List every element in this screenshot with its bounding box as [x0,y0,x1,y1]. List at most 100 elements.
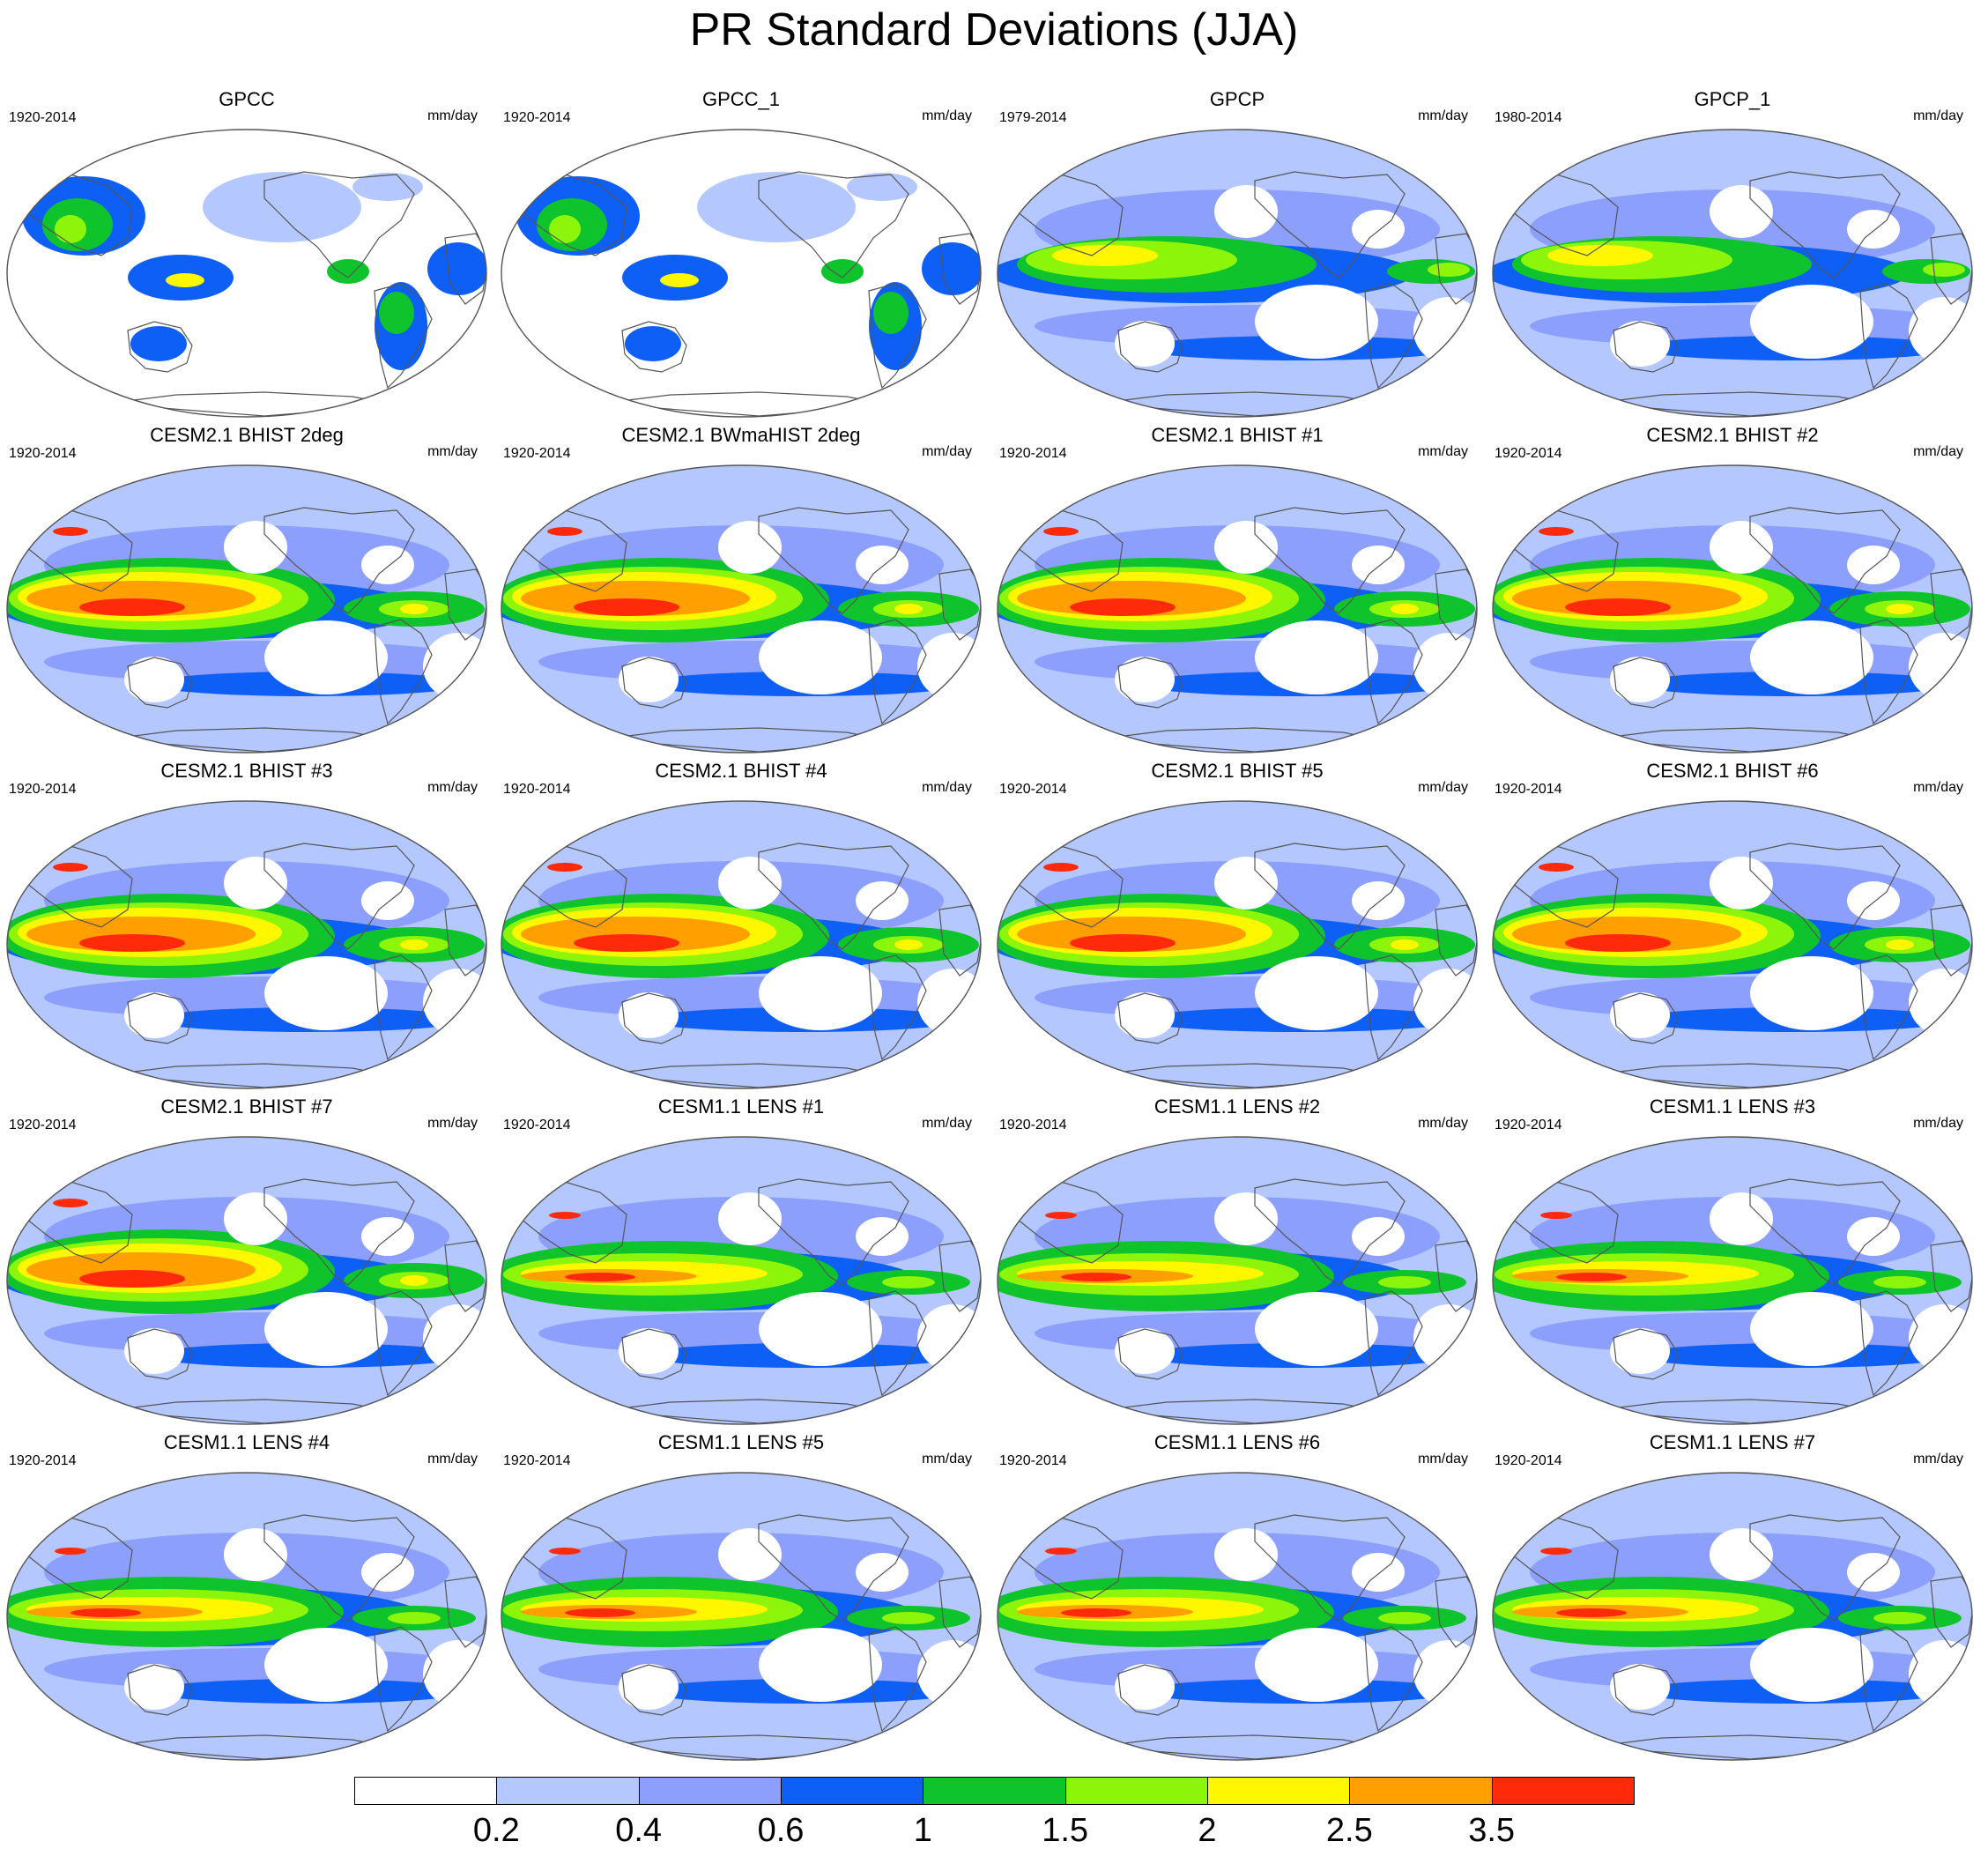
map-outline [6,464,487,754]
map-outline [1492,1136,1973,1425]
contour-field [998,130,1477,417]
map-figure [6,1472,487,1761]
panel-period: 1920-2014 [999,1118,1067,1132]
map-figure [1492,1136,1973,1425]
contour-field [1493,465,1972,753]
panel-period: 1920-2014 [1495,446,1562,461]
map-panel: CESM2.1 BHIST #7 1920-2014 mm/day [0,1095,493,1430]
panel-period: 1980-2014 [1495,110,1562,125]
contour-field [1493,130,1972,417]
colorbar-label: 2.5 [1325,1812,1373,1849]
panel-units: mm/day [1418,780,1468,795]
map-panel: CESM1.1 LENS #4 1920-2014 mm/day [0,1431,493,1766]
colorbar-label: 0.6 [757,1812,805,1849]
colorbar-box [1064,1777,1208,1805]
contour-field [501,130,981,417]
panel-title: CESM1.1 LENS #4 [163,1431,330,1453]
panel-units: mm/day [922,780,972,795]
contour-field [501,1137,981,1424]
panel-title: CESM2.1 BWmaHIST 2deg [621,424,861,446]
map-outline [6,1472,487,1761]
map-outline [1492,464,1973,754]
colorbar-box [638,1777,782,1805]
panel-title: GPCP_1 [1694,88,1771,110]
panel-units: mm/day [1913,444,1963,459]
colorbar [354,1777,1635,1807]
panel-period: 1920-2014 [503,782,571,797]
map-panel: CESM1.1 LENS #1 1920-2014 mm/day [494,1095,988,1430]
map-outline [997,129,1478,418]
map-figure [501,800,982,1089]
panel-units: mm/day [1913,1116,1963,1131]
panel-period: 1920-2014 [9,1118,77,1132]
map-outline [501,464,982,754]
map-figure [501,1136,982,1425]
map-panel: CESM2.1 BHIST #4 1920-2014 mm/day [494,760,988,1095]
map-figure [501,129,982,418]
panel-units: mm/day [922,1116,972,1131]
colorbar-label: 0.4 [615,1812,663,1849]
map-figure [997,129,1478,418]
contour-field [501,801,981,1088]
panel-title: GPCC_1 [701,88,781,110]
contour-field [998,1473,1477,1760]
map-figure [6,129,487,418]
panel-units: mm/day [427,444,478,459]
map-panel: CESM2.1 BHIST #5 1920-2014 mm/day [990,760,1484,1095]
map-panel: CESM2.1 BHIST #2 1920-2014 mm/day [1486,424,1979,759]
panel-period: 1920-2014 [999,446,1067,461]
panel-title: GPCC [219,88,275,110]
panel-period: 1920-2014 [9,782,77,797]
panel-title: CESM1.1 LENS #6 [1153,1431,1321,1453]
contour-field [1493,801,1972,1088]
colorbar-label: 3.5 [1468,1812,1516,1849]
panel-title: CESM1.1 LENS #5 [657,1431,825,1453]
colorbar-label: 2 [1198,1812,1217,1849]
panel-title: CESM2.1 BHIST #6 [1646,760,1819,782]
map-outline [501,1472,982,1761]
panel-title: CESM2.1 BHIST #7 [160,1095,333,1118]
map-figure [1492,1472,1973,1761]
panel-title: CESM2.1 BHIST 2deg [150,424,344,446]
panel-period: 1920-2014 [999,1453,1067,1468]
map-figure [6,1136,487,1425]
map-figure [6,800,487,1089]
map-outline [1492,1472,1973,1761]
contour-field [998,465,1477,753]
map-panel: CESM1.1 LENS #7 1920-2014 mm/day [1486,1431,1979,1766]
map-figure [997,464,1478,754]
panel-units: mm/day [922,444,972,459]
map-panel: CESM1.1 LENS #6 1920-2014 mm/day [990,1431,1484,1766]
panel-period: 1920-2014 [503,110,571,125]
map-figure [997,1136,1478,1425]
colorbar-box [923,1777,1066,1805]
map-outline [1492,800,1973,1089]
map-panel: CESM2.1 BHIST #1 1920-2014 mm/day [990,424,1484,759]
contour-field [7,1473,486,1760]
contour-field [501,465,981,753]
map-panel: GPCC 1920-2014 mm/day [0,88,493,423]
map-panel: CESM2.1 BWmaHIST 2deg 1920-2014 mm/day [494,424,988,759]
colorbar-label: 1 [913,1812,932,1849]
colorbar-box [1491,1777,1635,1805]
map-panel: CESM1.1 LENS #5 1920-2014 mm/day [494,1431,988,1766]
panel-units: mm/day [427,780,478,795]
contour-field [1493,1137,1972,1424]
panel-title: GPCP [1209,88,1265,110]
map-outline [501,129,982,418]
colorbar-box [496,1777,640,1805]
panel-period: 1920-2014 [503,446,571,461]
colorbar-box [1349,1777,1493,1805]
contour-field [7,130,486,417]
panel-period: 1920-2014 [9,110,77,125]
contour-field [7,465,486,753]
panel-period: 1920-2014 [503,1118,571,1132]
map-outline [997,800,1478,1089]
contour-field [998,801,1477,1088]
map-outline [6,800,487,1089]
panel-title: CESM2.1 BHIST #3 [160,760,333,782]
map-outline [6,1136,487,1425]
contour-field [998,1137,1477,1424]
contour-field [501,1473,981,1760]
panel-period: 1920-2014 [1495,1118,1562,1132]
